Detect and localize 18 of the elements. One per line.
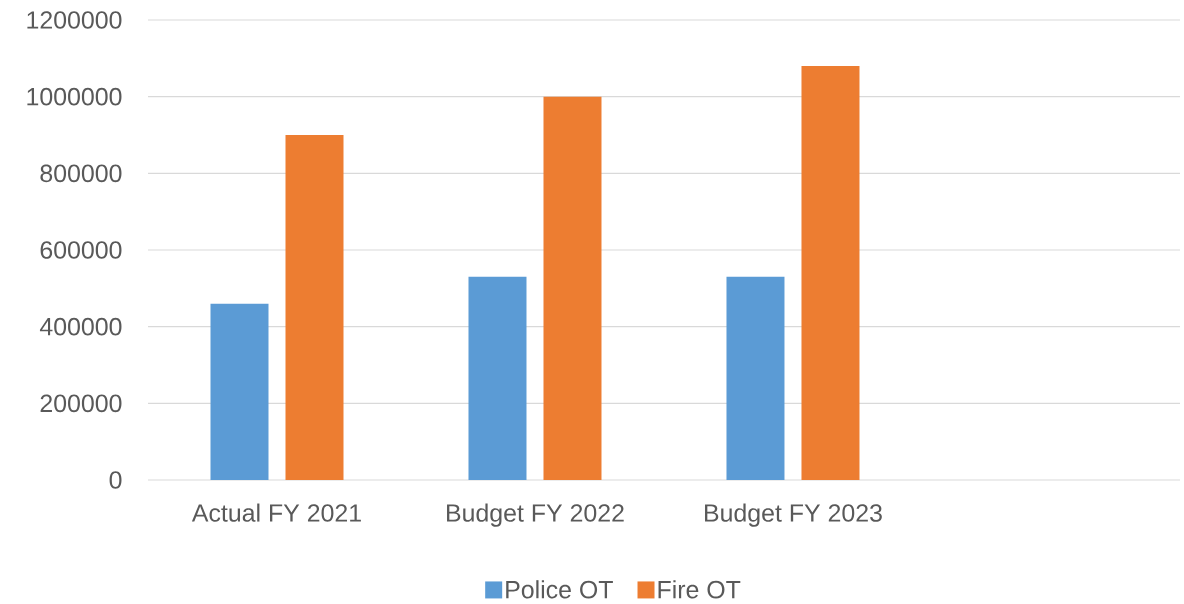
y-tick-label: 0 bbox=[109, 471, 122, 489]
legend-label: Police OT bbox=[506, 580, 613, 599]
bar bbox=[285, 135, 344, 480]
y-tick-label: 800000 bbox=[40, 164, 122, 183]
bar bbox=[210, 303, 269, 480]
x-tick-label: Budget FY 2022 bbox=[447, 503, 624, 527]
y-tick-label: 1200000 bbox=[27, 11, 122, 29]
x-tick-label: Budget FY 2023 bbox=[705, 503, 882, 527]
y-tick-label: 600000 bbox=[40, 241, 122, 259]
y-tick-label: 1000000 bbox=[27, 87, 122, 106]
y-tick-label: 400000 bbox=[39, 317, 122, 336]
bar bbox=[543, 96, 602, 480]
bar bbox=[726, 276, 785, 480]
y-tick-label: 200000 bbox=[40, 394, 122, 413]
legend-label: Fire OT bbox=[658, 580, 741, 599]
bar bbox=[801, 66, 860, 480]
bar bbox=[468, 276, 527, 480]
x-tick-label: Actual FY 2021 bbox=[191, 503, 361, 522]
